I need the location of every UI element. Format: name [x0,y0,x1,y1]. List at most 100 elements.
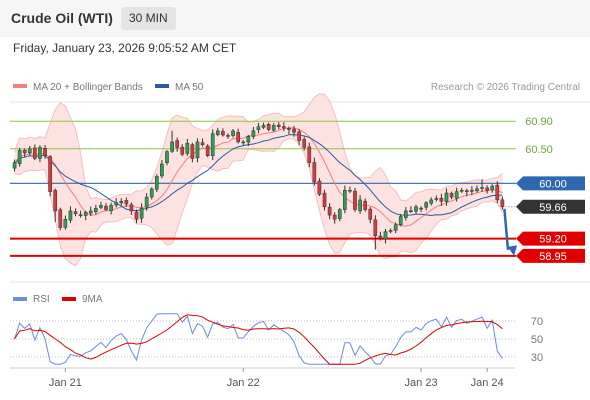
candle-body-down [464,190,469,192]
candle-body-up [388,230,393,232]
datetime-label: Friday, January 23, 2026 9:05:52 AM CET [13,41,237,55]
candle-body-up [424,202,428,208]
candle-body-up [454,191,459,199]
candle-body-down [104,205,108,210]
forecast-arrow [503,208,518,256]
candle [470,186,474,196]
candle-body-down [266,124,271,130]
candle [297,128,301,146]
candle-body-down [297,131,301,141]
candle-body-up [38,147,42,159]
rsi-gridlines: 70 50 30 [10,316,543,364]
candle [43,145,47,159]
candle-body-up [246,136,251,143]
candle-body-down [363,200,367,210]
x-axis-ticks: Jan 21 Jan 22 Jan 23 Jan 24 [49,368,504,389]
forecast-arrow-head [507,245,518,256]
candle [485,185,489,194]
candle-body-down [180,146,185,155]
candle-body-down [58,209,63,228]
candle-body-down [368,208,373,220]
candle-body-up [393,224,398,231]
candle [464,188,469,197]
candle [332,212,337,224]
candle-body-down [302,139,307,148]
candle-body-down [439,197,444,202]
candle [33,144,37,161]
candle-body-down [495,184,500,201]
candle [109,202,113,215]
candle-body-up [348,189,352,192]
candle [73,208,78,217]
candle [185,138,190,156]
candle [190,142,195,163]
candle [459,187,464,193]
candle-body-up [271,125,276,131]
rsi-tick-30: 30 [531,352,543,364]
candle-body-up [434,198,439,200]
candle-body-down [317,180,322,195]
candle [78,210,83,218]
candle [454,187,459,202]
x-tick-label: Jan 23 [405,377,438,389]
candle [119,198,124,206]
candle-body-up [27,148,32,153]
candle-body-up [144,196,149,208]
bollinger-lower-line [14,138,503,267]
rsi-legend: RSI 9MA [13,294,103,305]
x-tick-label: Jan 22 [227,377,260,389]
candle [444,188,449,206]
candle-body-up [17,149,22,164]
candle [205,144,210,158]
candle-body-up [210,133,215,156]
candle [424,201,428,211]
candle-body-up [398,216,403,225]
level-59-20-label: 59.20 [539,234,567,246]
candle-body-up [337,209,342,219]
candle [363,198,367,212]
candle [215,127,220,137]
credit-text: Research © 2026 Trading Central [431,82,580,93]
x-tick-label: Jan 21 [49,377,82,389]
candle-body-up [149,188,154,198]
candle-body-down [500,199,505,208]
candle [414,204,418,214]
bollinger-upper-line [14,93,503,202]
candle [94,204,98,215]
candle [409,206,413,213]
candle [63,215,68,230]
candle [12,159,17,172]
level-58-95-label: 58.95 [539,251,567,263]
candle [495,181,500,204]
candle-body-down [53,190,58,212]
candle [53,188,58,223]
level-59-20-tag [516,231,585,246]
rsi-legend-swatch [13,297,27,301]
candle [287,126,291,134]
level-60-50-label: 60.50 [525,144,553,156]
candle [302,136,307,151]
candle [124,197,129,207]
candle-body-up [94,207,98,212]
header-bar: Crude Oil (WTI) 30 MIN [0,0,590,37]
x-tick-label: Jan 24 [471,377,504,389]
candle [266,122,271,132]
candle-body-down [43,148,47,156]
ma50-legend-label: MA 50 [175,82,204,93]
candle [246,134,251,147]
candle-body-up [119,201,124,204]
candle-body-up [83,212,88,216]
candle [241,140,246,146]
candle [175,137,179,152]
candle-body-down [449,192,454,198]
timeframe-button[interactable]: 30 MIN [121,7,176,30]
ma9-legend-swatch [62,297,76,301]
candle-body-down [190,144,195,159]
candle-body-down [200,142,205,145]
candle-body-down [353,190,357,210]
candle-body-down [276,124,281,127]
candle [251,126,256,140]
rsi-tick-70: 70 [531,316,543,328]
candle [475,185,479,193]
candle [160,160,164,179]
